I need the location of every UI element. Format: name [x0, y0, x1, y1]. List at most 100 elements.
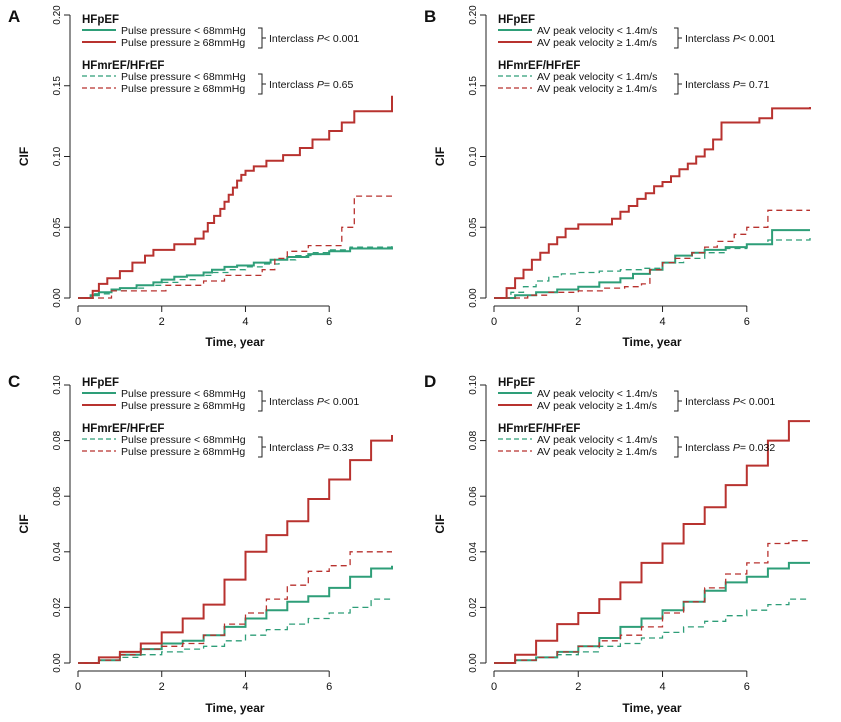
legend-group-title: HFpEF	[82, 377, 119, 389]
legend-bracket	[258, 390, 266, 412]
legend-item-label: AV peak velocity ≥ 1.4m/s	[537, 446, 657, 458]
legend-group-title: HFmrEF/HFrEF	[498, 60, 580, 72]
legend-bracket	[674, 436, 682, 458]
legend-group-title: HFmrEF/HFrEF	[498, 423, 580, 435]
series-line-green-dashed	[494, 598, 810, 664]
interclass-p-value: Interclass P= 0.33	[269, 442, 354, 454]
legend-item-label: AV peak velocity < 1.4m/s	[537, 388, 657, 400]
p-symbol: P	[317, 79, 324, 91]
series-line-green-solid	[494, 561, 810, 664]
y-axis-title: CIF	[433, 147, 447, 166]
x-tick-label: 6	[744, 316, 750, 328]
y-tick-label: 0.00	[52, 288, 63, 308]
x-axis-title: Time, year	[205, 335, 264, 349]
x-tick-label: 0	[75, 316, 81, 328]
p-symbol: P	[317, 33, 324, 45]
legend-item-label: AV peak velocity < 1.4m/s	[537, 71, 657, 83]
y-tick-label: 0.10	[52, 146, 63, 166]
p-symbol: P	[317, 442, 324, 454]
p-value: < 0.001	[324, 396, 359, 408]
series-line-red-solid	[494, 107, 811, 299]
legend-item-label: Pulse pressure ≥ 68mmHg	[121, 446, 245, 458]
series-line-red-dashed	[78, 551, 392, 664]
series-line-red-solid	[78, 95, 393, 299]
legend-item-label: AV peak velocity ≥ 1.4m/s	[537, 83, 657, 95]
legend-group-title: HFpEF	[498, 14, 535, 26]
x-tick-label: 2	[159, 681, 165, 693]
interclass-p-value: Interclass P= 0.032	[685, 442, 775, 454]
legend-item-label: Pulse pressure < 68mmHg	[121, 25, 246, 37]
p-value: = 0.33	[324, 442, 354, 454]
p-value: = 0.032	[740, 442, 775, 454]
legend-item-label: Pulse pressure < 68mmHg	[121, 388, 246, 400]
series-line-red-dashed	[78, 195, 392, 299]
series-line-green-dashed	[494, 235, 811, 299]
y-tick-label: 0.04	[468, 542, 479, 562]
x-tick-label: 6	[326, 316, 332, 328]
legend-item-label: AV peak velocity < 1.4m/s	[537, 25, 657, 37]
x-tick-label: 4	[242, 681, 248, 693]
panel-d: D 0 2 4 6 Time, year 0.00 0.02 0.04 0.06 0.08 0.10 C…	[424, 372, 810, 715]
y-tick-label: 0.05	[468, 217, 479, 237]
y-axis-title: CIF	[433, 514, 447, 533]
interclass-p-value: Interclass P< 0.001	[685, 396, 775, 408]
legend-bracket	[258, 436, 266, 458]
series-line-green-solid	[494, 229, 810, 299]
p-prefix: Interclass	[685, 396, 733, 408]
series-line-red-dashed	[494, 540, 810, 664]
x-axis-title: Time, year	[622, 335, 681, 349]
series-line-red-solid	[494, 420, 810, 664]
x-axis-title: Time, year	[205, 701, 264, 715]
p-value: < 0.001	[740, 396, 775, 408]
p-symbol: P	[317, 396, 324, 408]
y-tick-label: 0.06	[468, 486, 479, 506]
p-symbol: P	[733, 79, 740, 91]
panel-a: A 0 2 4 6 Time, year 0.00 0.05 0.10 0.15 0.20 CIF HF…	[8, 5, 393, 349]
legend-item-label: AV peak velocity ≥ 1.4m/s	[537, 37, 657, 49]
y-tick-label: 0.10	[52, 375, 63, 395]
legend-bracket	[674, 73, 682, 95]
y-tick-label: 0.15	[52, 76, 63, 96]
p-value: = 0.71	[740, 79, 770, 91]
interclass-p-value: Interclass P< 0.001	[269, 33, 359, 45]
p-symbol: P	[733, 33, 740, 45]
legend-item-label: AV peak velocity < 1.4m/s	[537, 434, 657, 446]
legend-item-label: AV peak velocity ≥ 1.4m/s	[537, 400, 657, 412]
panel-letter: D	[424, 372, 436, 391]
interclass-p-value: Interclass P= 0.71	[685, 79, 770, 91]
legend-group-title: HFmrEF/HFrEF	[82, 60, 164, 72]
panel-letter: B	[424, 7, 436, 26]
p-prefix: Interclass	[269, 442, 317, 454]
y-tick-label: 0.10	[468, 146, 479, 166]
x-tick-label: 2	[575, 681, 581, 693]
y-tick-label: 0.20	[468, 5, 479, 25]
y-tick-label: 0.08	[52, 430, 63, 450]
interclass-p-value: Interclass P= 0.65	[269, 79, 354, 91]
y-tick-label: 0.00	[468, 653, 479, 673]
series-line-red-solid	[78, 435, 393, 664]
panel-letter: C	[8, 372, 20, 391]
interclass-p-value: Interclass P< 0.001	[685, 33, 775, 45]
legend-item-label: Pulse pressure ≥ 68mmHg	[121, 83, 245, 95]
x-tick-label: 0	[491, 681, 497, 693]
series-line-green-dashed	[78, 598, 392, 664]
legend-group-title: HFpEF	[82, 14, 119, 26]
p-prefix: Interclass	[685, 33, 733, 45]
x-axis-title: Time, year	[622, 701, 681, 715]
panel-b: B 0 2 4 6 Time, year 0.00 0.05 0.10 0.15 0.20 CIF HF…	[424, 5, 811, 349]
p-prefix: Interclass	[269, 33, 317, 45]
x-tick-label: 4	[659, 316, 665, 328]
legend-item-label: Pulse pressure ≥ 68mmHg	[121, 400, 245, 412]
y-tick-label: 0.02	[52, 597, 63, 617]
panel-c: C 0 2 4 6 Time, year 0.00 0.02 0.04 0.06 0.08 0.10 C…	[8, 372, 393, 715]
y-tick-label: 0.04	[52, 542, 63, 562]
x-tick-label: 2	[159, 316, 165, 328]
series-line-green-dashed	[78, 245, 393, 299]
x-tick-label: 6	[744, 681, 750, 693]
y-tick-label: 0.06	[52, 486, 63, 506]
